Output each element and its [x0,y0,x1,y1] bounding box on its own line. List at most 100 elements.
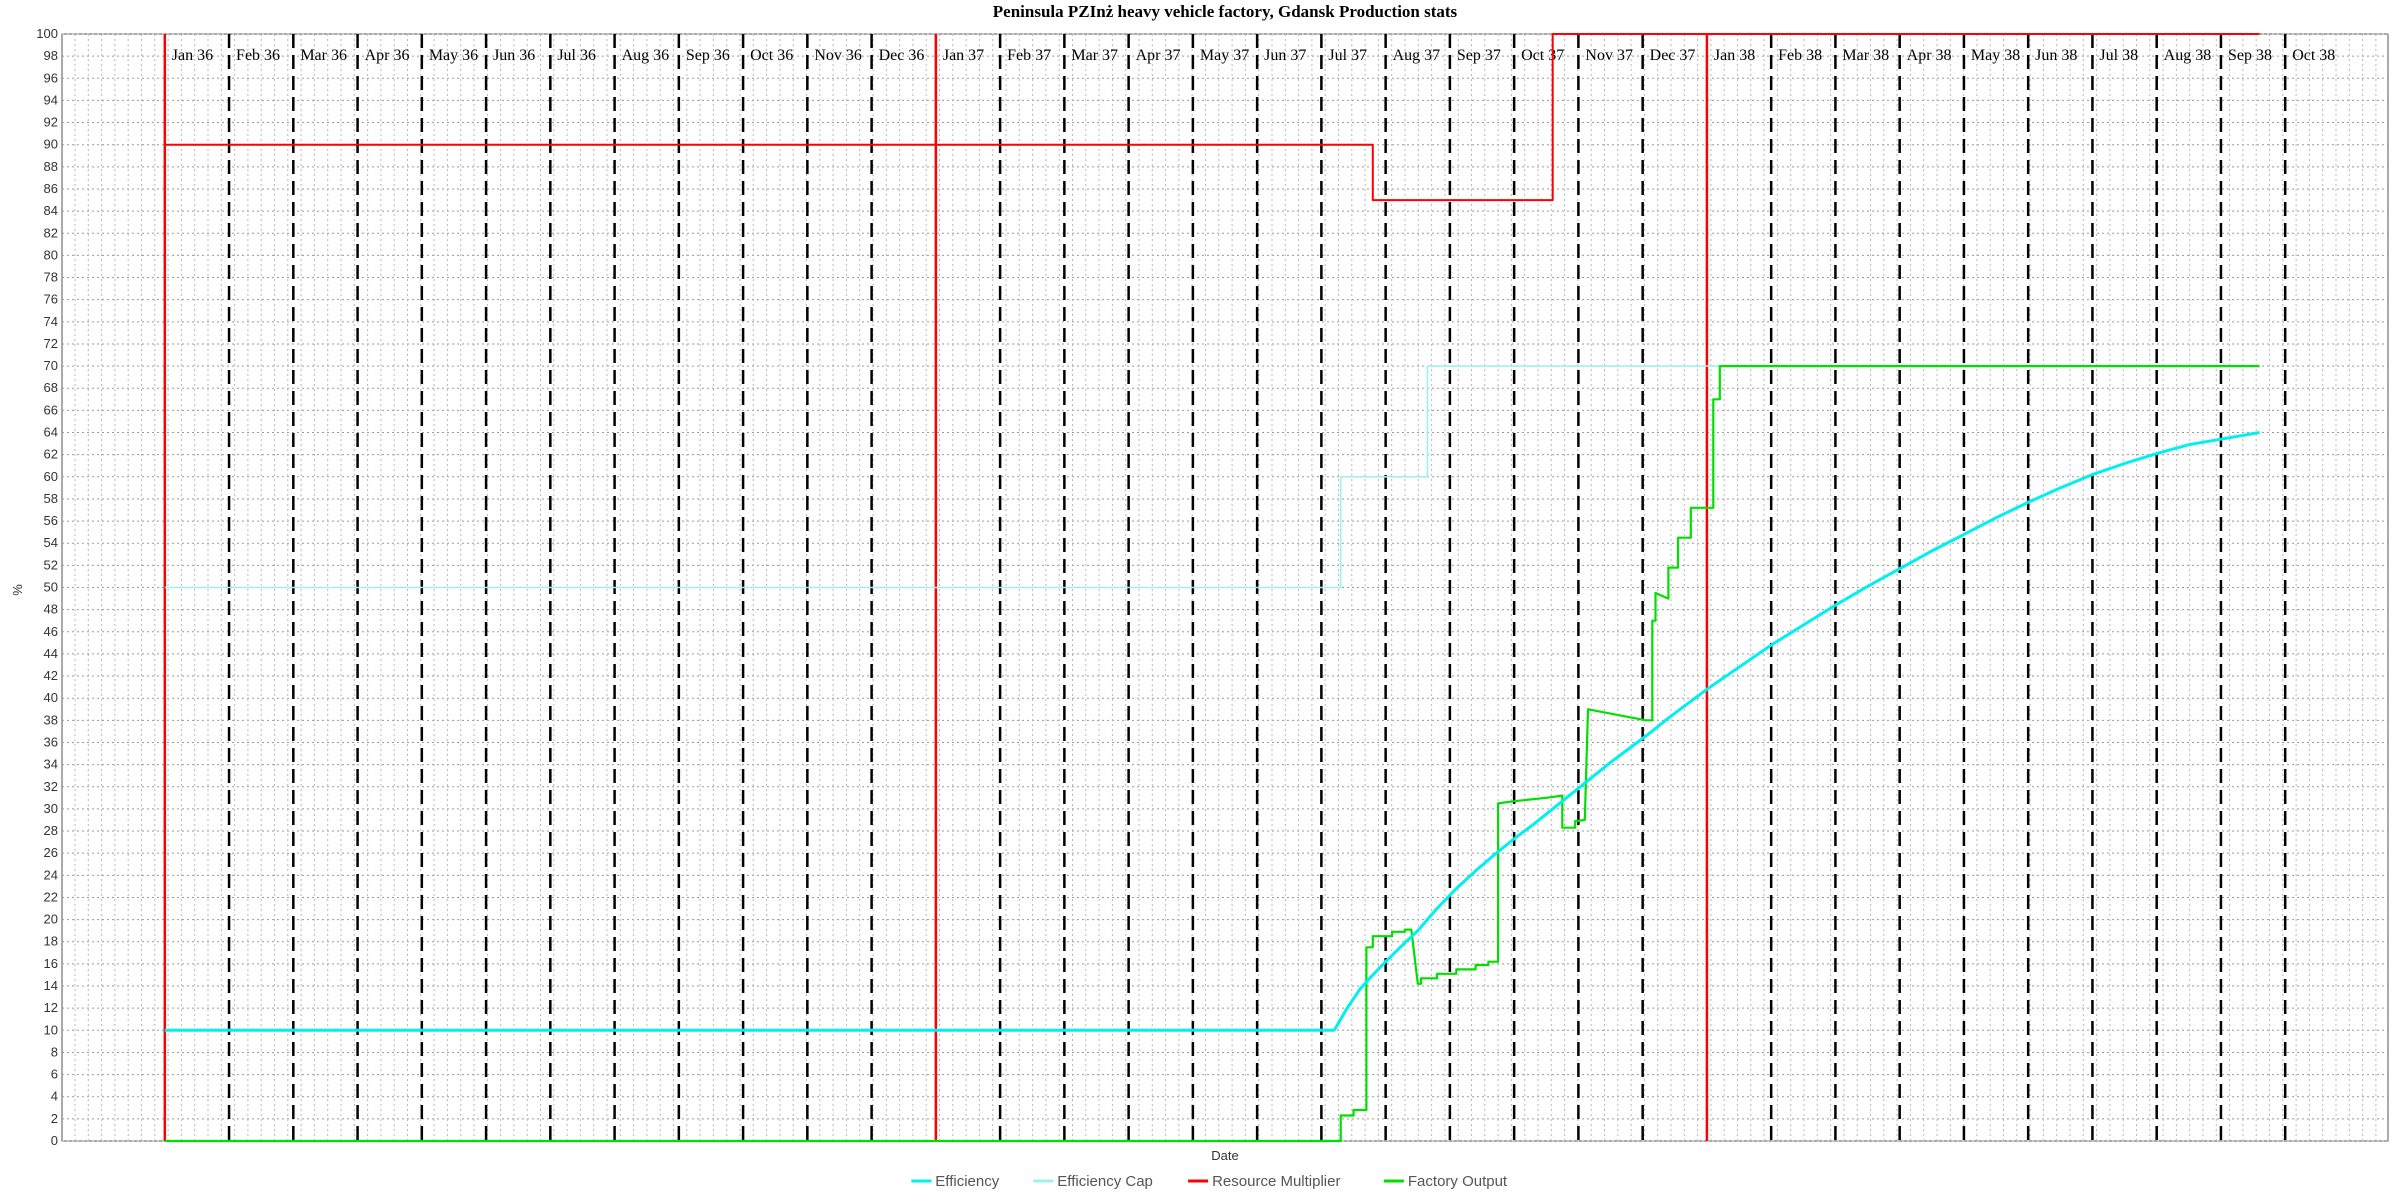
month-label: Jan 38 [1714,47,1755,64]
y-tick-label: 30 [44,801,58,816]
month-label: Mar 38 [1842,47,1889,64]
y-tick-label: 12 [44,1000,58,1015]
legend-item-label: Factory Output [1408,1173,1508,1190]
month-label: Jun 36 [493,47,535,64]
chart-title: Peninsula PZInż heavy vehicle factory, G… [993,2,1458,21]
series-resource-multiplier [164,33,2260,202]
y-tick-label: 56 [44,513,58,528]
y-axis-label: % [10,584,25,596]
y-tick-label: 26 [44,845,58,860]
y-tick-label: 58 [44,491,58,506]
series-efficiency-cap [164,365,2260,589]
month-label: Sep 38 [2228,47,2272,64]
y-tick-label: 80 [44,247,58,262]
y-tick-label: 14 [44,978,58,993]
y-tick-label: 40 [44,690,58,705]
x-axis-label: Date [1211,1148,1238,1163]
month-label: Aug 38 [2164,47,2212,64]
month-label: Nov 37 [1585,47,1633,64]
month-label: Dec 37 [1650,47,1696,64]
y-tick-label: 68 [44,380,58,395]
y-tick-label: 88 [44,159,58,174]
y-tick-label: 70 [44,358,58,373]
month-label: Mar 37 [1071,47,1118,64]
y-axis-ticks: 0246810121416182022242628303234363840424… [36,26,58,1148]
legend-item-label: Efficiency [935,1173,999,1190]
y-tick-label: 92 [44,115,58,130]
month-label: Jul 36 [557,47,596,64]
month-label: Apr 37 [1136,47,1181,64]
y-tick-label: 6 [51,1067,58,1082]
month-label: Jan 37 [943,47,984,64]
y-tick-label: 24 [44,867,58,882]
legend-item-label: Efficiency Cap [1057,1173,1153,1190]
y-tick-label: 64 [44,425,58,440]
y-tick-label: 66 [44,402,58,417]
y-tick-label: 50 [44,580,58,595]
y-tick-label: 46 [44,624,58,639]
y-tick-label: 96 [44,70,58,85]
month-label: Jun 37 [1264,47,1306,64]
y-tick-label: 0 [51,1133,58,1148]
y-tick-label: 78 [44,270,58,285]
y-tick-label: 8 [51,1044,58,1059]
month-label: Jan 36 [172,47,213,64]
month-label: Aug 37 [1393,47,1441,64]
month-label: May 37 [1200,47,1249,64]
y-tick-label: 16 [44,956,58,971]
y-tick-label: 10 [44,1022,58,1037]
month-label: Sep 37 [1457,47,1501,64]
y-tick-label: 74 [44,314,58,329]
legend-item-label: Resource Multiplier [1212,1173,1340,1190]
y-tick-label: 28 [44,823,58,838]
y-tick-label: 86 [44,181,58,196]
y-tick-label: 100 [36,26,58,41]
y-tick-label: 90 [44,137,58,152]
series-efficiency [164,431,2260,1032]
y-tick-label: 32 [44,779,58,794]
month-label: Feb 37 [1007,47,1051,64]
y-tick-label: 60 [44,469,58,484]
legend: Efficiency Efficiency Cap Resource Multipl… [911,1173,1508,1190]
y-tick-label: 4 [51,1089,58,1104]
y-tick-label: 82 [44,225,58,240]
y-tick-label: 2 [51,1111,58,1126]
month-label: Mar 36 [300,47,347,64]
y-tick-label: 18 [44,934,58,949]
y-tick-label: 52 [44,557,58,572]
y-tick-label: 72 [44,336,58,351]
y-tick-label: 76 [44,292,58,307]
y-tick-label: 84 [44,203,58,218]
y-tick-label: 38 [44,712,58,727]
series-factory-output [164,365,2260,1143]
y-tick-label: 98 [44,48,58,63]
month-label: Feb 36 [236,47,280,64]
y-tick-label: 36 [44,734,58,749]
month-label: Jul 38 [2099,47,2138,64]
y-tick-label: 22 [44,889,58,904]
month-label: Feb 38 [1778,47,1822,64]
y-tick-label: 34 [44,757,58,772]
y-tick-label: 44 [44,646,58,661]
month-label: May 36 [429,47,478,64]
month-label: Aug 36 [622,47,670,64]
month-label: Jun 38 [2035,47,2077,64]
month-label: May 38 [1971,47,2020,64]
month-label: Dec 36 [879,47,925,64]
y-tick-label: 94 [44,92,58,107]
y-tick-label: 62 [44,447,58,462]
month-label: Sep 36 [686,47,730,64]
series-lines [164,33,2260,1143]
month-label: Jul 37 [1328,47,1367,64]
month-label: Oct 38 [2292,47,2335,64]
month-label: Oct 37 [1521,47,1564,64]
month-label: Nov 36 [814,47,862,64]
month-label: Apr 36 [365,47,410,64]
month-label: Oct 36 [750,47,793,64]
y-tick-label: 54 [44,535,58,550]
y-tick-label: 48 [44,602,58,617]
y-tick-label: 42 [44,668,58,683]
month-label: Apr 38 [1907,47,1952,64]
y-tick-label: 20 [44,912,58,927]
